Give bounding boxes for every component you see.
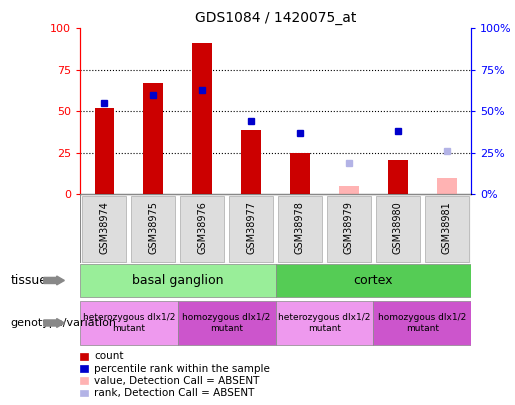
Bar <box>437 178 456 194</box>
Text: basal ganglion: basal ganglion <box>132 274 224 287</box>
Text: value, Detection Call = ABSENT: value, Detection Call = ABSENT <box>94 376 260 386</box>
Bar <box>143 83 163 194</box>
Bar <box>373 301 471 345</box>
Text: rank, Detection Call = ABSENT: rank, Detection Call = ABSENT <box>94 388 254 398</box>
Bar <box>376 196 420 262</box>
Text: GSM38975: GSM38975 <box>148 201 158 254</box>
Bar <box>193 43 212 194</box>
Bar <box>290 153 310 194</box>
Bar <box>178 301 276 345</box>
Text: cortex: cortex <box>354 274 393 287</box>
Bar <box>131 196 175 262</box>
Text: GSM38981: GSM38981 <box>442 201 452 254</box>
Bar <box>327 196 371 262</box>
Bar <box>95 108 114 194</box>
Title: GDS1084 / 1420075_at: GDS1084 / 1420075_at <box>195 11 356 25</box>
Bar <box>425 196 469 262</box>
Text: GSM38976: GSM38976 <box>197 201 207 254</box>
Text: heterozygous dlx1/2
mutant: heterozygous dlx1/2 mutant <box>82 313 175 333</box>
Text: homozygous dlx1/2
mutant: homozygous dlx1/2 mutant <box>378 313 467 333</box>
Text: count: count <box>94 352 124 361</box>
Bar <box>278 196 322 262</box>
Text: GSM38980: GSM38980 <box>393 201 403 254</box>
Text: GSM38979: GSM38979 <box>344 201 354 254</box>
Text: GSM38974: GSM38974 <box>99 201 109 254</box>
Bar <box>276 264 471 297</box>
Text: genotype/variation: genotype/variation <box>10 318 116 328</box>
Bar <box>276 301 373 345</box>
Text: homozygous dlx1/2
mutant: homozygous dlx1/2 mutant <box>182 313 271 333</box>
Bar <box>241 130 261 194</box>
Text: GSM38978: GSM38978 <box>295 201 305 254</box>
Bar <box>229 196 273 262</box>
Bar <box>180 196 224 262</box>
Text: percentile rank within the sample: percentile rank within the sample <box>94 364 270 373</box>
Bar <box>388 160 408 194</box>
Bar <box>339 186 358 194</box>
Bar <box>80 301 178 345</box>
Bar <box>80 264 276 297</box>
Bar <box>82 196 126 262</box>
Text: heterozygous dlx1/2
mutant: heterozygous dlx1/2 mutant <box>278 313 371 333</box>
Text: GSM38977: GSM38977 <box>246 201 256 254</box>
Text: tissue: tissue <box>10 274 47 287</box>
